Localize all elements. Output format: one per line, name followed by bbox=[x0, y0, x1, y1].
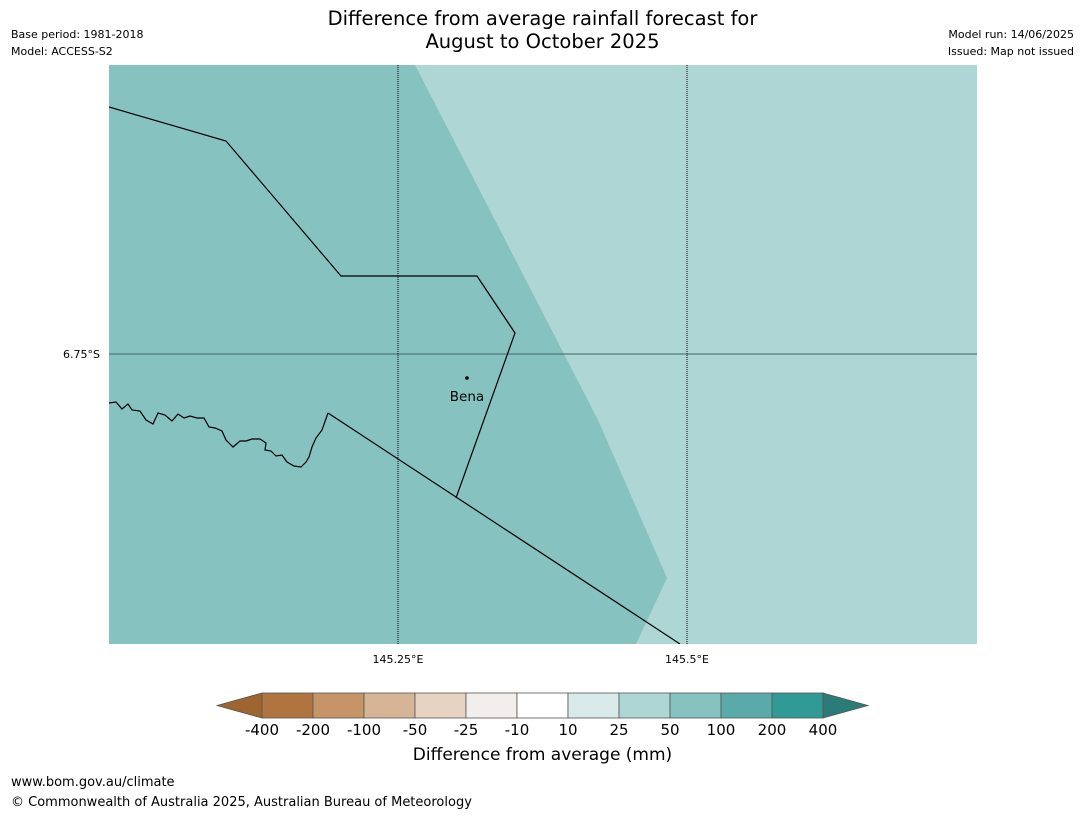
colorbar-swatch bbox=[261, 692, 314, 719]
province-boundary bbox=[109, 106, 516, 499]
colorbar-title: Difference from average (mm) bbox=[412, 745, 673, 765]
colorbar-swatch bbox=[720, 692, 773, 719]
colorbar-swatch bbox=[363, 692, 416, 719]
colorbar-tick-label: -100 bbox=[347, 721, 381, 739]
title-line-2: August to October 2025 bbox=[425, 30, 660, 53]
colorbar-tick-label: -50 bbox=[403, 721, 428, 739]
colorbar-tick-label: 400 bbox=[809, 721, 838, 739]
issued-label: Issued: Map not issued bbox=[947, 45, 1074, 58]
town-marker bbox=[465, 376, 469, 380]
footer-copyright: © Commonwealth of Australia 2025, Austra… bbox=[11, 795, 472, 810]
province-boundary-south bbox=[327, 412, 681, 644]
base-period-label: Base period: 1981-2018 bbox=[11, 28, 144, 41]
colorbar-tick-label: 10 bbox=[558, 721, 577, 739]
colorbar-swatch bbox=[618, 692, 671, 719]
model-label: Model: ACCESS-S2 bbox=[11, 45, 113, 58]
town-label-bena: Bena bbox=[450, 389, 484, 405]
colorbar-swatch bbox=[669, 692, 722, 719]
colorbar-tick-label: 100 bbox=[707, 721, 736, 739]
colorbar-tick-label: -10 bbox=[505, 721, 530, 739]
latitude-label: 6.75°S bbox=[63, 348, 100, 361]
colorbar-extend-low bbox=[215, 692, 263, 719]
colorbar: -400 -200 -100 -50 -25 -10 10 25 50 100 200 400 bbox=[215, 692, 870, 739]
colorbar-tick-label: -25 bbox=[454, 721, 479, 739]
colorbar-swatch bbox=[516, 692, 569, 719]
colorbar-swatch bbox=[567, 692, 620, 719]
model-run-label: Model run: 14/06/2025 bbox=[948, 28, 1074, 41]
longitude-label-145-25: 145.25°E bbox=[373, 653, 424, 666]
footer-url[interactable]: www.bom.gov.au/climate bbox=[11, 775, 175, 790]
map-title: Difference from average rainfall forecas… bbox=[0, 7, 1085, 53]
colorbar-extend-high bbox=[822, 692, 870, 719]
rainfall-map: Bena 6.75°S 145.25°E 145.5°E bbox=[63, 65, 977, 666]
colorbar-tick-label: -200 bbox=[296, 721, 330, 739]
title-line-1: Difference from average rainfall forecas… bbox=[327, 7, 758, 30]
colorbar-tick-label: 25 bbox=[609, 721, 628, 739]
longitude-label-145-5: 145.5°E bbox=[665, 653, 709, 666]
colorbar-swatch bbox=[414, 692, 467, 719]
coastline bbox=[109, 401, 329, 468]
colorbar-tick-label: 50 bbox=[660, 721, 679, 739]
colorbar-swatch bbox=[312, 692, 365, 719]
colorbar-swatch bbox=[465, 692, 518, 719]
colorbar-tick-label: -400 bbox=[245, 721, 279, 739]
colorbar-swatch bbox=[771, 692, 824, 719]
colorbar-tick-label: 200 bbox=[758, 721, 787, 739]
